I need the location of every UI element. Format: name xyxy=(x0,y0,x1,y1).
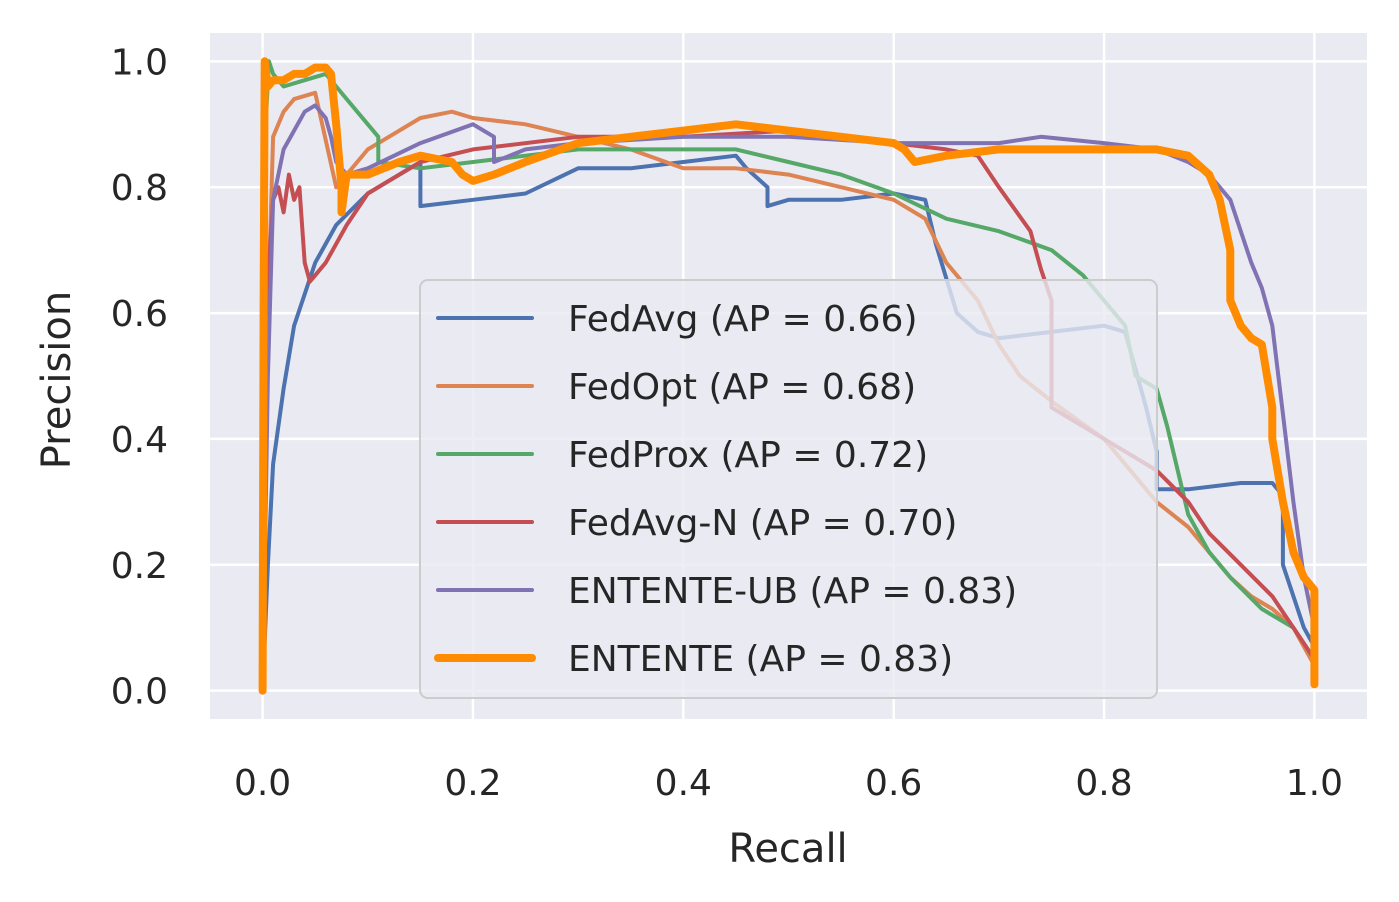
series-line-4 xyxy=(260,103,1317,693)
legend-box xyxy=(419,279,1158,699)
legend-label-4: ENTENTE-UB (AP = 0.83) xyxy=(568,571,1017,612)
legend: FedAvg (AP = 0.66) FedOpt (AP = 0.68) FedP… xyxy=(419,279,1158,699)
series-line-3 xyxy=(260,128,1317,693)
x-tick-label: 0.2 xyxy=(444,763,501,804)
y-tick-label: 0.6 xyxy=(111,294,168,335)
series-line-1 xyxy=(260,90,1317,693)
legend-label-1: FedOpt (AP = 0.68) xyxy=(568,367,916,408)
x-tick-label: 0.6 xyxy=(865,763,922,804)
y-axis-label: Precision xyxy=(34,291,80,469)
y-tick-label: 1.0 xyxy=(111,42,168,83)
x-tick-labels: 0.0 0.2 0.4 0.6 0.8 1.0 xyxy=(234,763,1343,804)
y-tick-label: 0.2 xyxy=(111,546,168,587)
y-tick-label: 0.4 xyxy=(111,420,168,461)
series-layer xyxy=(258,57,1319,695)
x-axis-label: Recall xyxy=(728,826,847,872)
x-tick-label: 1.0 xyxy=(1286,763,1343,804)
series-line-2 xyxy=(260,59,1317,693)
legend-label-5: ENTENTE (AP = 0.83) xyxy=(568,639,953,680)
x-tick-label: 0.0 xyxy=(234,763,291,804)
y-tick-labels: 0.0 0.2 0.4 0.6 0.8 1.0 xyxy=(111,42,168,712)
x-tick-label: 0.8 xyxy=(1075,763,1132,804)
series-line-5 xyxy=(258,57,1319,695)
legend-label-0: FedAvg (AP = 0.66) xyxy=(568,299,918,340)
legend-label-3: FedAvg-N (AP = 0.70) xyxy=(568,503,957,544)
legend-label-2: FedProx (AP = 0.72) xyxy=(568,435,928,476)
x-tick-label: 0.4 xyxy=(655,763,712,804)
y-tick-label: 0.0 xyxy=(111,672,168,713)
y-tick-label: 0.8 xyxy=(111,168,168,209)
